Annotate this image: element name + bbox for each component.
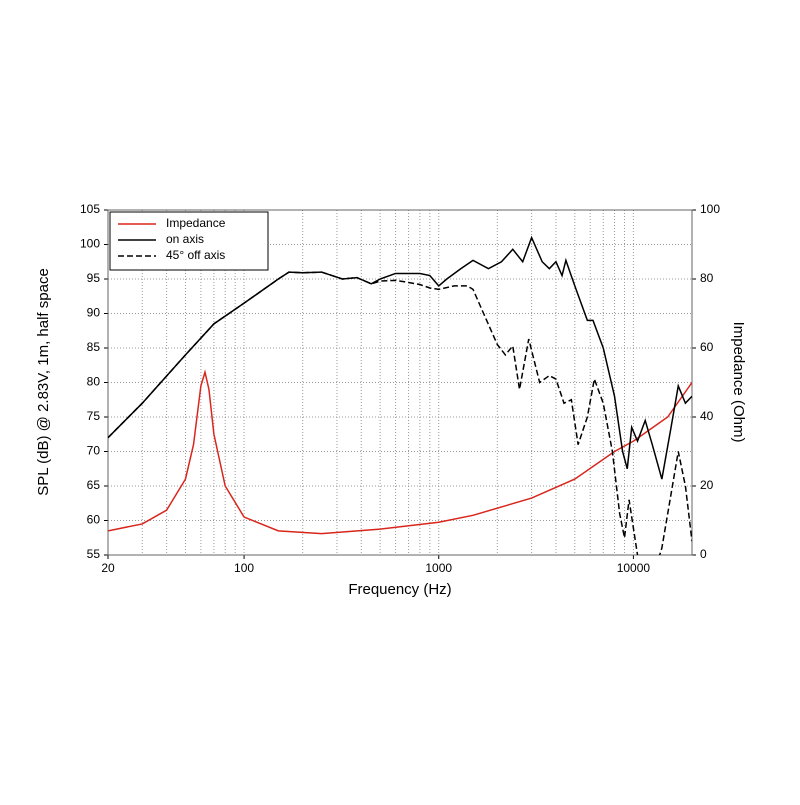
legend-label: 45° off axis	[166, 248, 225, 262]
y2-tick-label: 20	[700, 478, 714, 492]
y-tick-label: 90	[87, 306, 101, 320]
legend-box	[109, 211, 269, 271]
x-tick-label: 100	[234, 561, 254, 575]
y-tick-label: 75	[87, 409, 101, 423]
legend-label: Impedance	[166, 216, 226, 230]
y2-tick-label: 0	[700, 547, 707, 561]
y-tick-label: 65	[87, 478, 101, 492]
y2-axis-label: Impedance (Ohm)	[730, 322, 747, 443]
x-tick-label: 20	[101, 561, 115, 575]
y2-tick-label: 80	[700, 271, 714, 285]
y-tick-label: 55	[87, 547, 101, 561]
y2-tick-label: 60	[700, 340, 714, 354]
series-line	[108, 271, 692, 555]
series-line	[108, 235, 692, 480]
y-tick-label: 85	[87, 340, 101, 354]
x-axis-label: Frequency (Hz)	[348, 581, 451, 598]
y-tick-label: 70	[87, 444, 101, 458]
y-tick-label: 60	[87, 513, 101, 527]
y-tick-label: 95	[87, 271, 101, 285]
y2-tick-label: 40	[700, 409, 714, 423]
series-line	[108, 369, 692, 535]
x-tick-label: 1000	[425, 561, 452, 575]
plot-area	[108, 235, 692, 555]
y2-tick-label: 100	[700, 202, 720, 216]
y-tick-label: 100	[80, 237, 100, 251]
y-tick-label: 105	[80, 202, 100, 216]
y-axis-label: SPL (dB) @ 2.83V, 1m, half space	[35, 268, 52, 496]
x-tick-label: 10000	[617, 561, 651, 575]
y-tick-label: 80	[87, 375, 101, 389]
legend-label: on axis	[166, 232, 204, 246]
